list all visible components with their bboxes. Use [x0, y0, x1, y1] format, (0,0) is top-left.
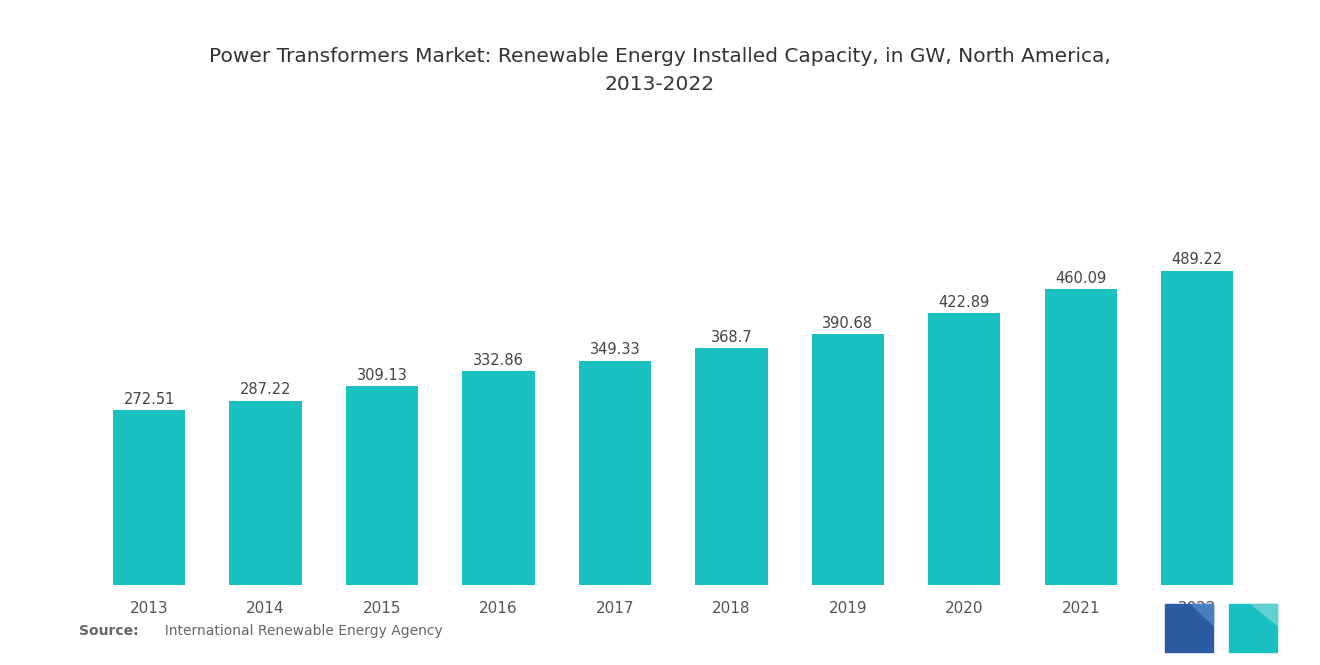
Text: 332.86: 332.86: [473, 353, 524, 368]
Bar: [579, 360, 651, 585]
Bar: [230, 400, 302, 585]
Bar: [696, 348, 767, 585]
Polygon shape: [1191, 604, 1213, 625]
Bar: [346, 386, 418, 585]
Text: International Renewable Energy Agency: International Renewable Energy Agency: [156, 624, 442, 638]
Text: 489.22: 489.22: [1172, 253, 1222, 267]
Text: 368.7: 368.7: [710, 330, 752, 345]
Polygon shape: [1229, 604, 1276, 652]
Text: 349.33: 349.33: [590, 342, 640, 357]
Bar: [928, 313, 1001, 585]
Text: 460.09: 460.09: [1055, 271, 1106, 286]
Bar: [462, 371, 535, 585]
Polygon shape: [1166, 604, 1213, 652]
Bar: [1044, 289, 1117, 585]
Text: Source:: Source:: [79, 624, 139, 638]
Text: Power Transformers Market: Renewable Energy Installed Capacity, in GW, North Ame: Power Transformers Market: Renewable Ene…: [209, 47, 1111, 94]
Bar: [812, 334, 884, 585]
Text: 309.13: 309.13: [356, 368, 408, 383]
Text: 287.22: 287.22: [240, 382, 292, 398]
Text: 422.89: 422.89: [939, 295, 990, 310]
Text: 390.68: 390.68: [822, 316, 874, 331]
Polygon shape: [1250, 604, 1276, 625]
Bar: [1162, 271, 1233, 585]
Bar: [114, 410, 185, 585]
Text: 272.51: 272.51: [123, 392, 174, 407]
